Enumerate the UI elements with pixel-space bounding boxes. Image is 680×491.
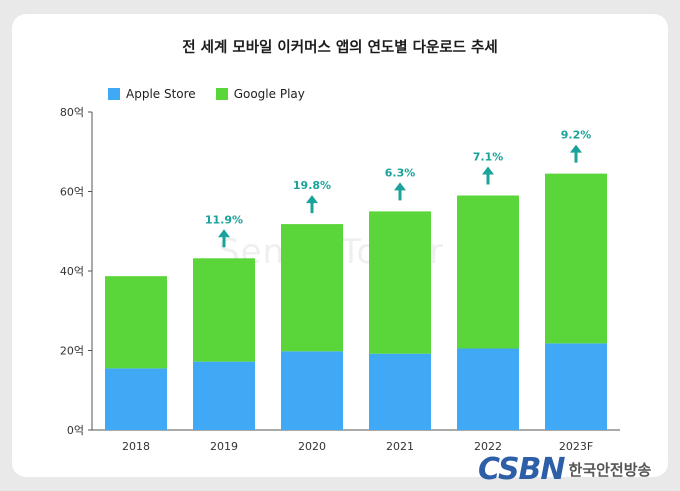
growth-arrow-head [482, 166, 494, 175]
x-tick-label: 2020 [298, 440, 326, 453]
legend: Apple Store Google Play [108, 87, 325, 101]
growth-arrow-head [570, 144, 582, 153]
legend-label-apple: Apple Store [126, 87, 196, 101]
growth-arrow-head [218, 229, 230, 238]
x-tick-label: 2021 [386, 440, 414, 453]
bar-google-2023F [545, 173, 607, 344]
x-tick-label: 2018 [122, 440, 150, 453]
y-tick-label: 0억 [67, 424, 84, 437]
growth-label: 7.1% [473, 150, 504, 163]
y-tick-label: 40억 [60, 265, 84, 278]
bar-google-2021 [369, 211, 431, 354]
bar-google-2018 [105, 276, 167, 369]
bar-google-2019 [193, 258, 255, 362]
bar-google-2022 [457, 195, 519, 349]
x-tick-label: 2022 [474, 440, 502, 453]
bar-apple-2018 [105, 368, 167, 430]
legend-label-google: Google Play [233, 87, 305, 101]
x-tick-label: 2023F [559, 440, 593, 453]
x-tick-label: 2019 [210, 440, 238, 453]
y-tick-label: 60억 [60, 186, 84, 199]
growth-label: 6.3% [385, 166, 416, 179]
legend-item-google: Google Play [215, 87, 305, 101]
growth-label: 11.9% [205, 213, 243, 226]
y-tick-label: 80억 [60, 106, 84, 119]
bar-apple-2021 [369, 353, 431, 430]
bar-google-2020 [281, 224, 343, 352]
y-tick-label: 20억 [60, 345, 84, 358]
brand-name: 한국안전방송 [568, 461, 652, 479]
bar-apple-2020 [281, 351, 343, 430]
brand-mark: CSBN [478, 452, 566, 487]
growth-arrow-head [306, 195, 318, 204]
legend-item-apple: Apple Store [108, 87, 196, 101]
legend-swatch-apple [108, 88, 120, 100]
growth-arrow-head [394, 182, 406, 191]
bar-apple-2023F [545, 343, 607, 430]
legend-swatch-google [215, 88, 228, 100]
bar-apple-2022 [457, 348, 519, 430]
growth-label: 19.8% [293, 179, 331, 192]
growth-label: 9.2% [561, 129, 592, 142]
bar-apple-2019 [193, 361, 255, 430]
chart-title: 전 세계 모바일 이커머스 앱의 연도별 다운로드 추세 [182, 40, 498, 56]
brand-logo: CSBN 한국안전방송 [478, 452, 651, 487]
